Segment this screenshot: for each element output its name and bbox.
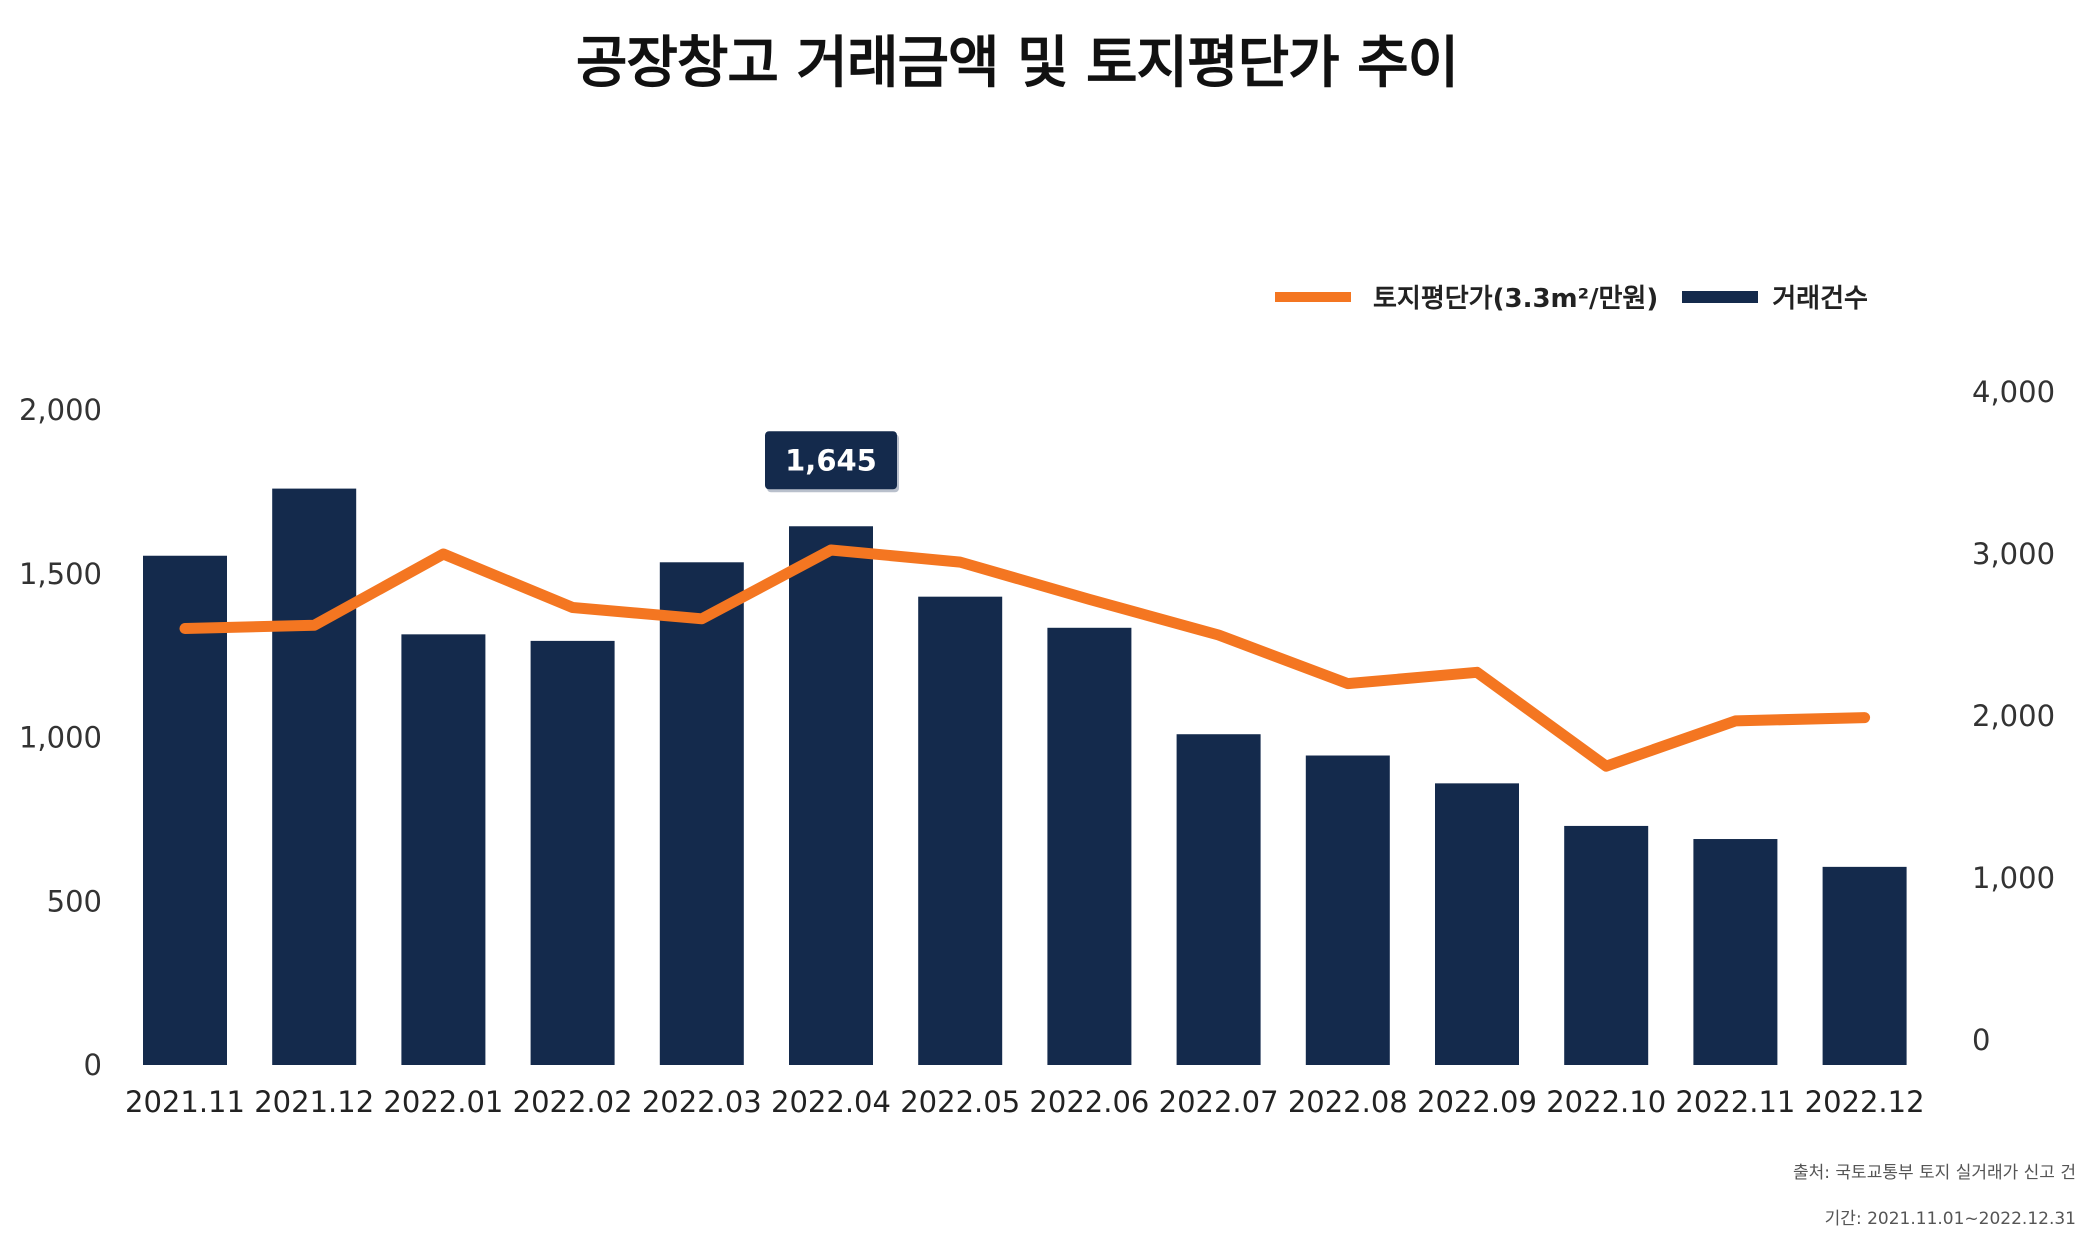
bar-2022.07 <box>1176 734 1261 1065</box>
y-left-tick-label: 1,000 <box>19 721 102 755</box>
bar-2022.10 <box>1564 825 1649 1065</box>
y-right-tick-label: 4,000 <box>1972 375 2055 409</box>
y-right-tick-label: 2,000 <box>1972 699 2055 733</box>
bar-2022.06 <box>1047 627 1132 1065</box>
price-point-2022.04 <box>830 548 832 551</box>
legend-label-count: 거래건수 <box>1772 284 1868 314</box>
x-tick-label: 2022.09 <box>1417 1085 1537 1119</box>
x-tick-label: 2022.11 <box>1675 1085 1795 1119</box>
price-point-2022.05 <box>959 561 962 564</box>
price-point-2021.11 <box>184 627 186 630</box>
chart-legend: 토지평단가(3.3m²/만원) 거래건수 <box>1275 278 1892 315</box>
legend-item-count: 거래건수 <box>1682 278 1868 315</box>
bar-2022.04 <box>789 526 873 1065</box>
x-tick-label: 2022.02 <box>513 1085 633 1119</box>
x-tick-label: 2022.04 <box>771 1085 891 1119</box>
price-point-2022.10 <box>1605 765 1608 768</box>
price-point-2021.12 <box>313 624 316 627</box>
y-left-tick-label: 2,000 <box>19 393 102 427</box>
bar-2022.03 <box>659 562 744 1065</box>
x-tick-label: 2022.01 <box>383 1085 503 1119</box>
period-line: 기간: 2021.11.01~2022.12.31 <box>1824 1209 2076 1229</box>
price-point-2022.01 <box>442 553 445 555</box>
price-point-2022.06 <box>1088 598 1091 601</box>
price-point-2022.02 <box>571 606 574 609</box>
x-tick-label: 2022.03 <box>642 1085 762 1119</box>
source-note: 출처: 국토교통부 토지 실거래가 신고 건 기간: 2021.11.01~20… <box>1793 1150 2076 1242</box>
annotation-box <box>765 431 897 490</box>
bar-2021.12 <box>272 488 357 1066</box>
source-line: 출처: 국토교통부 토지 실거래가 신고 건 <box>1793 1163 2076 1183</box>
price-point-2022.03 <box>700 617 703 620</box>
y-left-tick-label: 0 <box>84 1048 102 1082</box>
bar-2021.11 <box>143 555 227 1065</box>
bar-2022.08 <box>1305 755 1390 1065</box>
x-tick-label: 2022.05 <box>900 1085 1020 1119</box>
x-tick-label: 2022.12 <box>1805 1085 1925 1119</box>
x-tick-label: 2022.10 <box>1546 1085 1666 1119</box>
y-left-tick-label: 500 <box>47 884 102 918</box>
price-point-2022.09 <box>1476 671 1478 674</box>
price-point-2022.11 <box>1734 719 1737 722</box>
bar-2022.02 <box>530 640 615 1065</box>
x-tick-label: 2021.12 <box>254 1085 374 1119</box>
bar-2022.09 <box>1435 783 1519 1065</box>
y-right-tick-label: 3,000 <box>1972 537 2055 571</box>
y-right-tick-label: 1,000 <box>1972 861 2055 895</box>
annotation-label: 1,645 <box>785 443 877 477</box>
legend-line-swatch <box>1275 291 1351 302</box>
x-tick-label: 2021.11 <box>125 1085 245 1119</box>
price-point-2022.08 <box>1346 682 1349 685</box>
legend-label-price: 토지평단가(3.3m²/만원) <box>1373 284 1659 314</box>
x-tick-label: 2022.07 <box>1159 1085 1279 1119</box>
bar-2022.11 <box>1693 839 1778 1065</box>
y-left-tick-label: 1,500 <box>19 557 102 591</box>
price-line <box>179 544 1871 772</box>
chart-title: 공장창고 거래금액 및 토지평단가 추이 <box>575 31 1459 96</box>
legend-item-price: 토지평단가(3.3m²/만원) <box>1275 278 1658 315</box>
bar-2022.05 <box>918 596 1003 1065</box>
price-point-2022.07 <box>1217 634 1220 636</box>
bar-2022.01 <box>401 634 486 1065</box>
y-right-tick-label: 0 <box>1972 1023 1990 1057</box>
bar-2022.12 <box>1822 866 1907 1065</box>
x-tick-label: 2022.08 <box>1288 1085 1408 1119</box>
legend-bar-swatch <box>1682 290 1759 303</box>
x-tick-label: 2022.06 <box>1029 1085 1149 1119</box>
price-point-2022.12 <box>1863 716 1866 719</box>
